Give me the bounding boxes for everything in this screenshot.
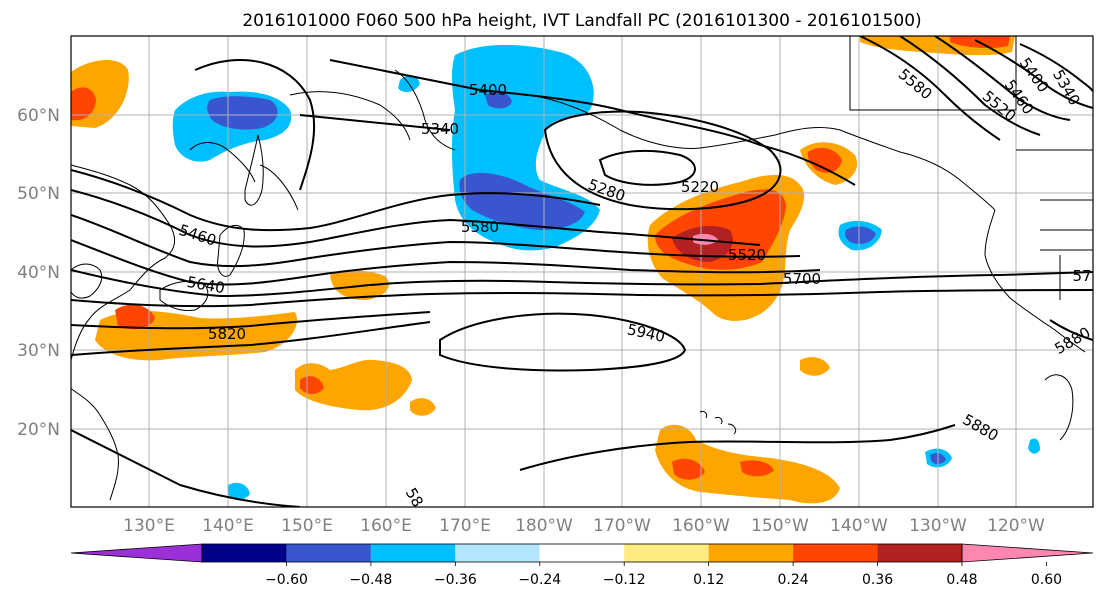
- colorbar-swatch: [877, 544, 962, 562]
- colorbar-swatch: [624, 544, 709, 562]
- colorbar-tick-label: −0.36: [434, 572, 477, 588]
- contour-label: 57: [1072, 267, 1091, 285]
- contour-label: 58: [402, 485, 427, 511]
- contour-label: 5220: [681, 178, 719, 196]
- graticule: [71, 36, 1093, 507]
- lon-label: 130°W: [909, 516, 967, 536]
- contour-label: 5700: [783, 270, 821, 288]
- lon-label: 180°W: [515, 516, 573, 536]
- colorbar-swatch: [202, 544, 287, 562]
- colorbar-swatch: [793, 544, 878, 562]
- lat-label: 60°N: [17, 106, 60, 126]
- colorbar-tick-label: −0.60: [265, 572, 308, 588]
- contour-label: 5820: [208, 325, 246, 343]
- lon-label: 140°E: [202, 516, 254, 536]
- colorbar: −0.60 −0.48 −0.36 −0.24 −0.12 0.12 0.24 0.36 0.4…: [70, 543, 1094, 588]
- height-contours: [71, 36, 1093, 507]
- lon-label: 160°W: [672, 516, 730, 536]
- colorbar-tick-label: 0.12: [693, 572, 724, 588]
- contour-label: 5520: [728, 246, 766, 264]
- contour-label: 5340: [421, 120, 459, 138]
- lat-label: 20°N: [17, 420, 60, 440]
- colorbar-tick-label: −0.48: [349, 572, 392, 588]
- colorbar-swatch: [286, 544, 371, 562]
- colorbar-tick-label: 0.24: [778, 572, 809, 588]
- lon-label: 150°W: [751, 516, 809, 536]
- lon-label: 150°E: [281, 516, 333, 536]
- lon-label: 160°E: [360, 516, 412, 536]
- colorbar-tick-label: −0.12: [603, 572, 646, 588]
- colorbar-extend-max: [961, 543, 1094, 563]
- colorbar-extend-min: [70, 543, 203, 563]
- colorbar-swatch: [708, 544, 794, 562]
- lon-label: 140°W: [830, 516, 888, 536]
- latitude-labels: 60°N 50°N 40°N 30°N 20°N: [17, 106, 60, 440]
- coastlines: [71, 36, 1093, 501]
- colorbar-tick-label: 0.36: [862, 572, 893, 588]
- lon-label: 170°W: [593, 516, 651, 536]
- lon-label: 120°W: [987, 516, 1045, 536]
- colorbar-swatch: [370, 544, 456, 562]
- contour-label: 5580: [461, 218, 499, 236]
- lat-label: 40°N: [17, 263, 60, 283]
- colorbar-swatch: [539, 544, 625, 562]
- lat-label: 30°N: [17, 341, 60, 361]
- map-border: [70, 35, 1094, 508]
- contour-label: 5400: [469, 81, 507, 99]
- longitude-labels: 130°E 140°E 150°E 160°E 170°E 180°W 170°…: [123, 516, 1045, 536]
- colorbar-tick-label: 0.60: [1031, 572, 1062, 588]
- colorbar-tick-label: −0.24: [518, 572, 561, 588]
- map-title: 2016101000 F060 500 hPa height, IVT Land…: [242, 11, 921, 31]
- lat-label: 50°N: [17, 184, 60, 204]
- colorbar-outline: [201, 543, 963, 563]
- lon-label: 130°E: [123, 516, 175, 536]
- colorbar-swatch: [455, 544, 540, 562]
- colorbar-tick-label: 0.48: [946, 572, 977, 588]
- lon-label: 170°E: [439, 516, 491, 536]
